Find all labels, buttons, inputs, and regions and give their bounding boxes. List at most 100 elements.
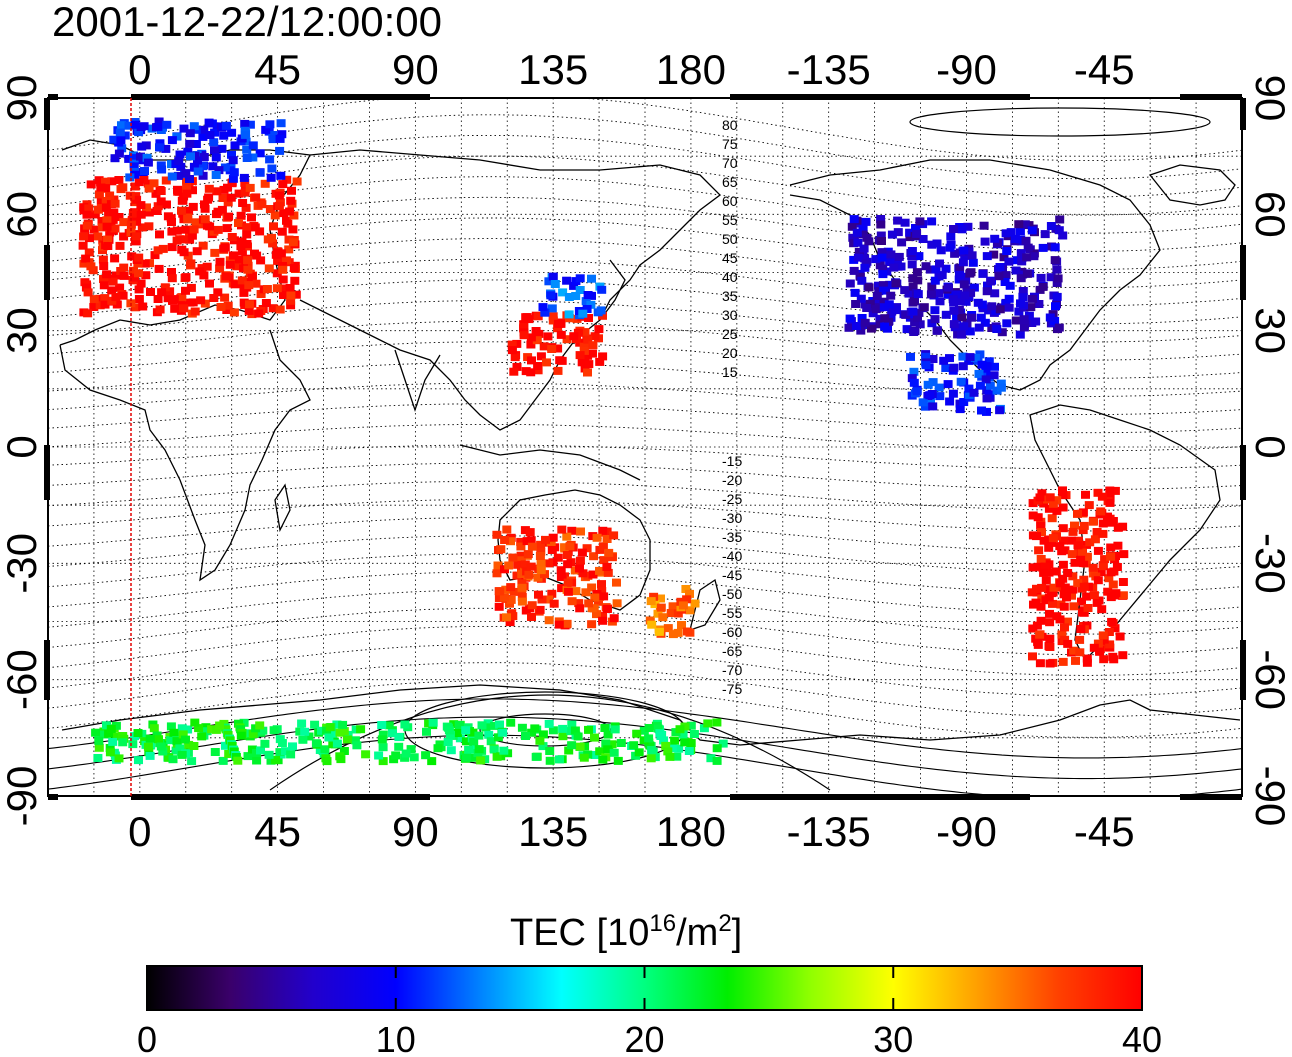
tec-cell	[261, 299, 271, 307]
tec-cell	[119, 271, 129, 280]
tec-cell	[234, 219, 243, 227]
tec-cell	[139, 122, 149, 131]
tec-cell	[936, 246, 946, 255]
tec-cell	[616, 739, 626, 747]
graticule	[48, 98, 1242, 796]
tec-cell	[242, 223, 252, 232]
tec-cell	[99, 274, 109, 283]
tec-cell	[1113, 541, 1123, 550]
tec-cell	[877, 253, 887, 262]
tec-cell	[945, 397, 955, 406]
tec-cell	[1036, 555, 1046, 563]
tec-cell	[920, 402, 930, 411]
tec-cell	[211, 153, 221, 162]
contour-label: 20	[722, 345, 738, 361]
tec-cell	[1113, 523, 1123, 532]
tec-cell	[545, 747, 555, 755]
coast-japan	[599, 259, 626, 321]
tec-cell	[284, 245, 294, 254]
tec-cell	[161, 176, 171, 185]
tec-cell	[569, 332, 579, 341]
tec-cell	[567, 597, 577, 606]
tec-cell	[1105, 486, 1115, 495]
tec-cell	[220, 163, 230, 172]
tec-cell	[1036, 517, 1046, 526]
tec-cell	[198, 241, 208, 250]
tec-cell	[186, 259, 196, 268]
lat-tick-left: -30	[0, 533, 45, 594]
tec-cell	[997, 328, 1007, 337]
tec-cell	[604, 548, 614, 557]
tec-cell	[874, 298, 884, 307]
tec-cell	[663, 624, 673, 633]
tec-cell	[562, 551, 572, 559]
tec-cell	[1097, 492, 1107, 501]
contour-label: -30	[722, 510, 742, 526]
tec-cell	[247, 272, 257, 281]
tec-cell	[484, 730, 494, 739]
tec-cell	[521, 606, 531, 615]
tec-cell	[388, 729, 397, 738]
tec-cell	[156, 161, 166, 170]
tec-cell	[175, 744, 185, 753]
tec-cell	[1048, 499, 1058, 508]
contour-label: 30	[722, 307, 738, 323]
tec-cell	[866, 324, 876, 333]
lon-tick-bottom: 45	[254, 808, 301, 855]
tec-cell	[854, 247, 864, 256]
tec-cell	[1053, 274, 1063, 283]
tec-cell	[905, 313, 915, 322]
tec-cell	[979, 221, 989, 230]
tec-cell	[656, 594, 665, 603]
tec-cell	[84, 248, 94, 257]
tec-cell	[95, 294, 105, 303]
tec-cell	[876, 220, 886, 229]
tec-cell	[82, 221, 92, 230]
tec-cell	[268, 131, 278, 139]
tec-cell	[876, 215, 886, 223]
tec-cell	[1054, 226, 1064, 235]
lat-tick-left: 0	[0, 435, 45, 458]
tec-cell	[986, 277, 996, 286]
tec-cell	[101, 184, 111, 193]
tec-cell	[1038, 243, 1048, 252]
tec-cell	[1041, 576, 1051, 585]
tec-cell	[1017, 257, 1027, 266]
tec-cell	[1058, 486, 1067, 495]
tec-cell	[965, 353, 975, 362]
tec-cell	[872, 292, 882, 300]
tec-cell	[548, 316, 558, 325]
tec-cell	[311, 739, 321, 748]
tec-cell	[130, 273, 140, 282]
tec-cell	[597, 285, 607, 294]
tec-cell	[575, 604, 585, 613]
tec-cell	[89, 295, 99, 304]
tec-cell	[153, 202, 163, 211]
tec-cell	[684, 747, 694, 755]
tec-cell	[907, 247, 917, 255]
tec-cell	[897, 238, 907, 247]
tec-cell	[1067, 591, 1076, 600]
tec-cell	[878, 264, 888, 273]
tec-cell	[884, 300, 894, 309]
tec-cell	[94, 736, 104, 745]
lon-tick-top: -90	[936, 46, 997, 93]
tec-cell	[256, 256, 266, 265]
tec-cell	[856, 294, 866, 303]
tec-cell	[960, 291, 970, 300]
tec-cell	[143, 158, 153, 167]
tec-cell	[712, 718, 722, 727]
tec-cell	[578, 569, 588, 578]
tec-cell	[277, 130, 287, 139]
tec-cell	[194, 724, 204, 733]
tec-cell	[1082, 658, 1092, 667]
tec-cell	[1039, 568, 1049, 577]
tec-cell	[1076, 625, 1086, 633]
tec-cell	[1044, 543, 1054, 552]
tec-cell	[110, 154, 120, 163]
tec-cell	[1028, 563, 1038, 572]
tec-cell	[685, 606, 695, 615]
tec-cell	[959, 398, 969, 406]
tec-cell	[531, 752, 541, 761]
tec-cell	[187, 231, 197, 240]
